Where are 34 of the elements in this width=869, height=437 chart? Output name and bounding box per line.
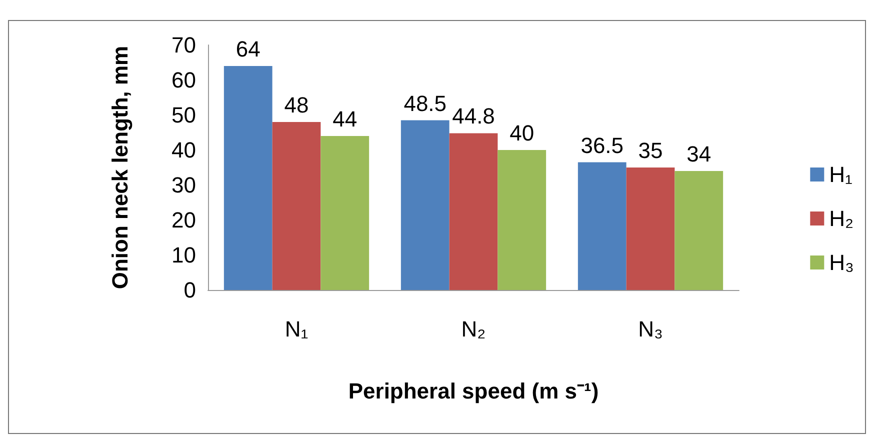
y-tick-label: 10 xyxy=(172,242,196,268)
data-label: 35 xyxy=(638,138,663,163)
legend-label: H₂ xyxy=(829,206,854,231)
bar xyxy=(498,150,546,290)
bar xyxy=(578,162,626,290)
y-tick-label: 60 xyxy=(172,68,196,92)
bar xyxy=(320,136,370,290)
data-label: 44 xyxy=(332,106,358,132)
x-tick-label: N₃ xyxy=(638,316,663,342)
legend-label: H₃ xyxy=(829,250,854,275)
bar xyxy=(674,171,724,290)
y-tick-label: 70 xyxy=(172,32,196,58)
bar xyxy=(224,66,272,290)
y-tick-label: 0 xyxy=(184,278,196,302)
x-tick-label: N₂ xyxy=(461,316,486,342)
y-tick-label: 40 xyxy=(172,138,196,162)
x-tick-label: N₁ xyxy=(284,316,308,342)
data-label: 48 xyxy=(284,92,309,118)
bar xyxy=(272,122,321,290)
x-axis-title: Peripheral speed (m s⁻¹) xyxy=(348,378,599,404)
y-tick-label: 50 xyxy=(172,102,196,128)
y-tick-label: 20 xyxy=(172,208,196,232)
data-label: 34 xyxy=(686,142,712,166)
legend-label: H₁ xyxy=(829,162,852,187)
bar xyxy=(400,120,450,290)
data-label: 44.8 xyxy=(452,104,495,129)
y-tick-label: 30 xyxy=(172,172,196,198)
data-label: 48.5 xyxy=(404,90,447,116)
y-axis-title: Onion neck length, mm xyxy=(108,46,132,290)
bar xyxy=(626,168,675,290)
data-label: 36.5 xyxy=(580,132,624,158)
data-label: 40 xyxy=(510,120,534,146)
bar xyxy=(449,133,498,290)
data-label: 64 xyxy=(236,36,260,62)
